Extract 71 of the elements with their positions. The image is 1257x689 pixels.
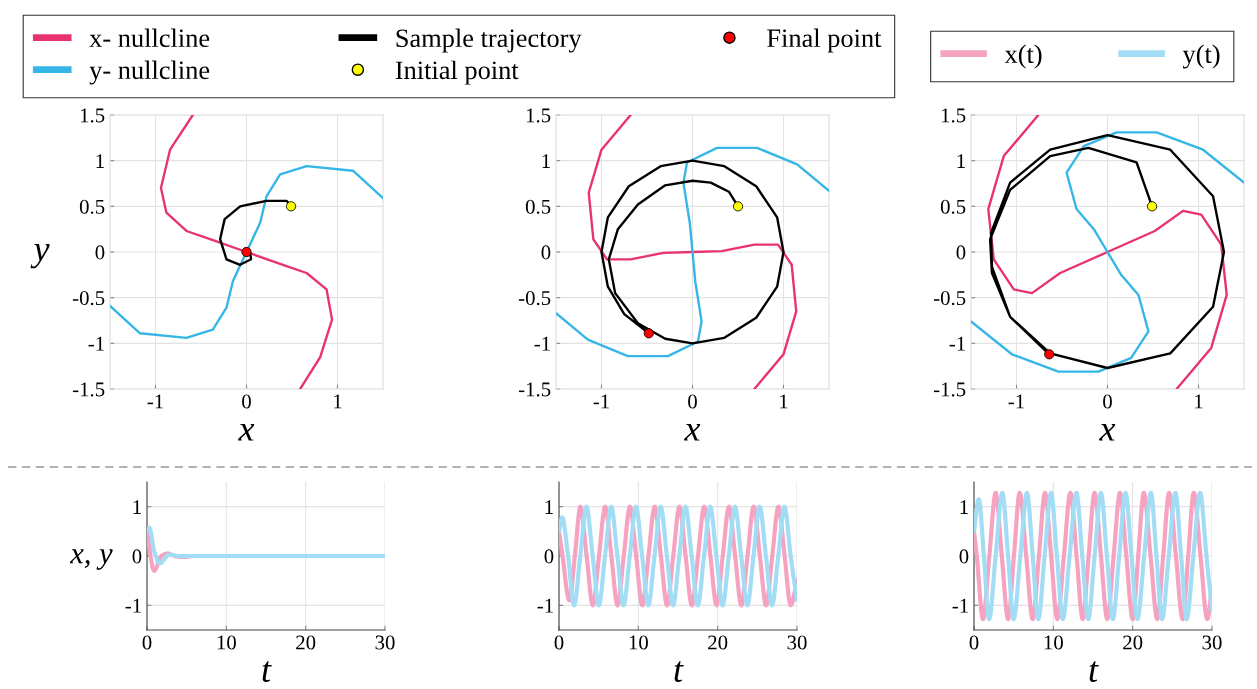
- x-tick-label: 0: [242, 394, 251, 409]
- y-tick-label: 0: [956, 245, 966, 260]
- y-tick-label: -1: [125, 598, 141, 613]
- x-tick-label: 20: [1123, 635, 1143, 650]
- y-tick-label: 0: [132, 549, 142, 564]
- y-tick-label: -1: [952, 598, 968, 613]
- x-tick-label: 30: [375, 635, 395, 650]
- x-tick-label: 0: [142, 635, 152, 650]
- x-tick-label: 1: [780, 394, 788, 409]
- y-axis-title: y: [30, 244, 50, 269]
- y-tick-label: 1: [133, 500, 141, 514]
- x-axis-title: x: [1099, 424, 1116, 441]
- legend-label: y(t): [1182, 44, 1220, 69]
- x-axis-title: x: [684, 424, 701, 441]
- x-tick-label: 1: [1195, 394, 1203, 409]
- y-tick-label: -1: [88, 336, 104, 351]
- y-tick-label: 0: [959, 549, 969, 564]
- x-tick-label: 10: [629, 635, 648, 650]
- legend-label: x- nullcline: [89, 28, 210, 48]
- x-tick-label: 20: [708, 635, 728, 650]
- y-tick-label: 1.5: [526, 108, 551, 123]
- y-tick-label: 0: [541, 245, 551, 260]
- y-tick-label: 1.5: [941, 108, 966, 123]
- y-tick-label: 0.5: [940, 199, 966, 214]
- legend-label: x(t): [1004, 44, 1042, 69]
- x-tick-label: 0: [1103, 394, 1112, 409]
- y-tick-label: 1.5: [80, 108, 105, 123]
- x-tick-label: 10: [217, 635, 236, 650]
- line-series: [587, 115, 798, 389]
- x-tick-label: 1: [334, 394, 342, 409]
- y-tick-label: 1: [960, 500, 968, 514]
- x-tick-label: -1: [1008, 394, 1024, 409]
- x-tick-label: 0: [688, 394, 697, 409]
- y-tick-label: -0.5: [518, 291, 551, 306]
- y-tick-label: 1: [957, 154, 965, 168]
- y-tick-label: 0.5: [525, 199, 551, 214]
- x-tick-label: -1: [593, 394, 609, 409]
- y-tick-label: 0.5: [79, 199, 105, 214]
- x-tick-label: 30: [1202, 635, 1222, 650]
- x-axis-title: x: [238, 424, 255, 441]
- x-tick-label: 20: [296, 635, 316, 650]
- x-axis-title: t: [674, 661, 684, 682]
- y-tick-label: -1.5: [518, 382, 551, 397]
- x-tick-label: -1: [147, 394, 163, 409]
- y-tick-label: -1.5: [72, 382, 105, 397]
- x-axis-title: t: [1089, 661, 1099, 682]
- legend-label: Initial point: [395, 60, 519, 85]
- y-tick-label: 0: [544, 549, 554, 564]
- line-series: [556, 146, 829, 358]
- line-series: [110, 164, 383, 340]
- y-tick-label: 1: [96, 154, 104, 168]
- x-axis-title: t: [262, 661, 272, 682]
- y-tick-label: -1.5: [933, 382, 966, 397]
- legend-label: Final point: [767, 28, 882, 53]
- line-series: [159, 115, 334, 389]
- y-tick-label: 1: [545, 500, 553, 514]
- line-series: [600, 159, 785, 345]
- y-tick-label: -1: [534, 336, 550, 351]
- x-tick-label: 0: [969, 635, 979, 650]
- y-tick-label: -0.5: [933, 291, 966, 306]
- x-tick-label: 0: [554, 635, 564, 650]
- y-tick-label: -0.5: [72, 291, 105, 306]
- y-tick-label: 0: [95, 245, 105, 260]
- y-axis-title: x, y: [69, 549, 113, 570]
- y-tick-label: -1: [537, 598, 553, 613]
- y-tick-label: 1: [542, 154, 550, 168]
- legend-label: y- nullcline: [89, 60, 210, 85]
- x-tick-label: 30: [787, 635, 807, 650]
- y-tick-label: -1: [949, 336, 965, 351]
- x-tick-label: 10: [1044, 635, 1063, 650]
- legend-label: Sample trajectory: [396, 28, 582, 53]
